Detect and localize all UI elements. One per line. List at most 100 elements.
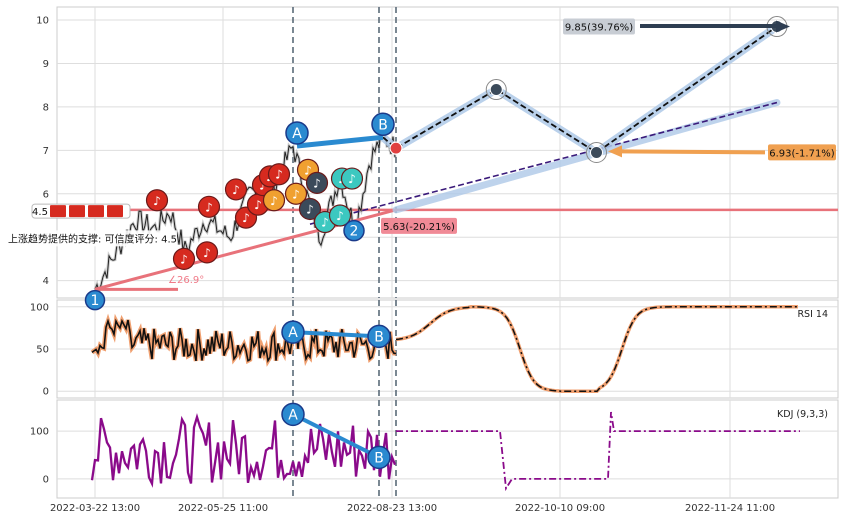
angle-label: ∠26.9°	[168, 275, 204, 286]
signal-note-icon: ♪	[336, 209, 344, 223]
y-tick-label: 0	[43, 474, 49, 485]
signal-marker	[262, 189, 286, 212]
signal-note-icon: ♪	[254, 198, 262, 212]
signal-note-icon: ♪	[313, 176, 321, 190]
pivot-ring	[586, 142, 607, 163]
badge-flag-icon	[50, 205, 66, 218]
support-note-box	[5, 230, 177, 247]
signal-note-icon: ♪	[205, 200, 213, 214]
kdj-point-b-text: B	[374, 450, 384, 466]
signal-note-icon: ♪	[180, 252, 188, 266]
panel-label: RSI 14	[797, 309, 828, 320]
target-high-label: 9.85(39.76%)	[565, 23, 633, 34]
kdj-ab-line	[292, 412, 380, 460]
kdj-line	[90, 413, 397, 488]
signal-note-icon: ♪	[292, 187, 300, 201]
signal-note-icon: ♪	[153, 194, 161, 208]
target-low-arrow	[619, 149, 766, 155]
signal-note-icon: ♪	[275, 168, 283, 182]
signal-note-icon: ♪	[304, 163, 312, 177]
panel-frame	[56, 399, 839, 499]
signal-marker	[145, 189, 169, 212]
y-tick-label: 9	[43, 59, 49, 70]
target-low-arrowhead	[608, 145, 622, 158]
signal-marker	[197, 195, 221, 218]
y-tick-label: 100	[30, 427, 49, 438]
kdj-point-b	[367, 445, 391, 470]
panel-label: KDJ (9,3,3)	[777, 409, 828, 420]
rsi-point-a-text: A	[288, 325, 298, 341]
pattern-point-2-text: 2	[350, 224, 359, 240]
badge-flag-icon	[107, 205, 123, 218]
kdj-panel: AB	[90, 402, 800, 492]
pattern-point-a	[285, 121, 309, 145]
x-tick-label: 2022-10-10 09:00	[515, 503, 605, 514]
y-tick-label: 4	[43, 276, 49, 287]
signal-note-icon: ♪	[232, 183, 240, 197]
x-axis-ticks: 2022-03-22 13:00 2022-05-25 11:00 2022-08-…	[50, 503, 775, 514]
rsi-point-b-text: B	[374, 329, 384, 345]
pivot-ring	[485, 79, 507, 101]
y-tick-label: 10	[36, 16, 49, 27]
signal-marker	[340, 167, 364, 190]
support-note: 上涨趋势提供的支撑: 可信度评分: 4.5	[8, 232, 177, 245]
x-tick-label: 2022-08-23 13:00	[347, 503, 437, 514]
trend-projection-glow	[392, 99, 781, 214]
x-tick-label: 2022-11-24 11:00	[685, 503, 775, 514]
kdj-point-a-text: A	[288, 407, 298, 423]
signal-note-icon: ♪	[242, 211, 250, 225]
y-tick-label: 8	[43, 102, 49, 113]
signal-marker	[284, 182, 308, 205]
y-tick-label: 50	[36, 345, 49, 356]
y-tick-label: 100	[30, 302, 49, 313]
rsi-point-b	[367, 324, 391, 349]
target-low-box	[768, 144, 836, 161]
y-tick-label: 0	[43, 387, 49, 398]
target-high-box	[563, 18, 635, 35]
signal-note-icon: ♪	[270, 194, 278, 208]
support-label: 5.63(-20.21%)	[383, 222, 455, 233]
signal-marker	[328, 204, 352, 227]
signal-note-icon: ♪	[348, 172, 356, 186]
pivot-point	[489, 83, 503, 97]
current-price-dot	[389, 141, 403, 155]
target-low-label: 6.93(-1.71%)	[769, 148, 835, 159]
signal-marker	[195, 241, 219, 264]
pattern-point-2	[343, 219, 365, 242]
pattern-point-1-text: 1	[91, 293, 100, 309]
kdj-point-a	[281, 402, 305, 427]
signal-marker	[267, 163, 291, 186]
pattern-point-a-text: A	[292, 126, 302, 142]
y-tick-label: 7	[43, 146, 49, 157]
kdj-projection	[396, 411, 800, 492]
x-tick-label: 2022-03-22 13:00	[50, 503, 140, 514]
pattern-point-1	[84, 289, 106, 311]
signal-marker	[172, 247, 196, 271]
x-tick-label: 2022-05-25 11:00	[178, 503, 268, 514]
rsi-projection	[395, 306, 798, 392]
signal-marker	[224, 178, 248, 201]
support-badge-text: 4.5	[32, 207, 48, 218]
signal-note-icon: ♪	[321, 215, 329, 229]
target-high-arrowhead	[776, 20, 790, 33]
signal-marker	[305, 171, 329, 195]
annotations: 9.85(39.76%) 6.93(-1.71%) 5.63(-20.21%) 上涨趋…	[5, 18, 836, 286]
rsi-point-a	[281, 320, 305, 344]
signal-marker	[298, 197, 322, 221]
pivot-point	[590, 146, 603, 159]
badge-flag-icon	[69, 205, 85, 218]
signal-note-icon: ♪	[203, 246, 211, 260]
pattern-ab-line	[296, 134, 384, 149]
rsi-line	[91, 318, 397, 363]
support-label-box	[381, 217, 457, 234]
y-tick-label: 6	[43, 189, 49, 200]
pattern-point-b-text: B	[378, 117, 388, 133]
pattern-point-b	[371, 112, 395, 137]
signal-note-icon: ♪	[306, 202, 314, 216]
rsi-ab-line	[292, 330, 380, 339]
signal-note-icon: ♪	[259, 179, 267, 193]
